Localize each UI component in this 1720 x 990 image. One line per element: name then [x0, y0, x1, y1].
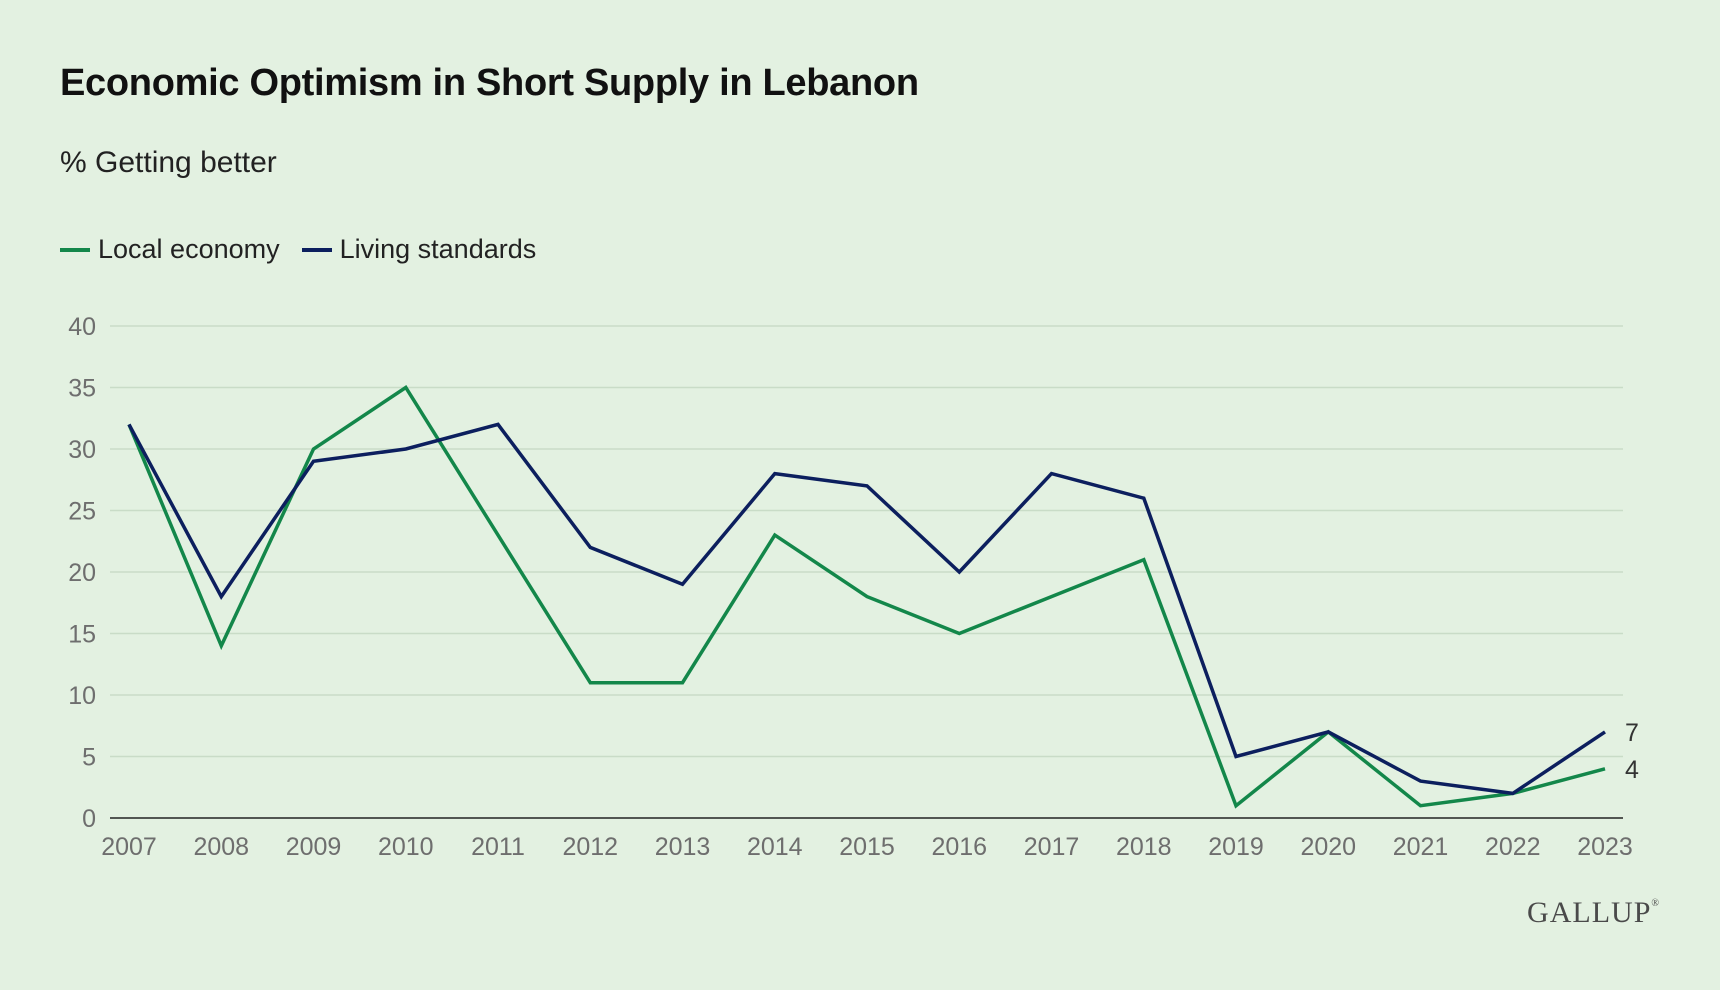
- x-tick-label-2019: 2019: [1208, 833, 1264, 861]
- y-tick-label-0: 0: [82, 805, 96, 833]
- x-tick-label-2023: 2023: [1577, 833, 1633, 861]
- y-tick-label-5: 5: [82, 744, 96, 772]
- x-tick-label-2015: 2015: [839, 833, 895, 861]
- x-tick-label-2012: 2012: [562, 833, 618, 861]
- y-tick-label-30: 30: [68, 436, 96, 464]
- y-tick-label-25: 25: [68, 498, 96, 526]
- chart-title: Economic Optimism in Short Supply in Leb…: [60, 62, 919, 104]
- x-tick-label-2018: 2018: [1116, 833, 1172, 861]
- x-tick-label-2017: 2017: [1024, 833, 1080, 861]
- x-tick-label-2010: 2010: [378, 833, 434, 861]
- y-tick-label-20: 20: [68, 559, 96, 587]
- x-tick-label-2008: 2008: [193, 833, 249, 861]
- legend-swatch-living-standards: [301, 247, 332, 252]
- x-tick-label-2022: 2022: [1485, 833, 1541, 861]
- gallup-logo-text: GALLUP: [1527, 896, 1652, 929]
- series-line-local-economy: [127, 385, 1606, 809]
- x-tick-label-2011: 2011: [471, 833, 525, 861]
- y-tick-label-10: 10: [68, 682, 96, 710]
- end-label-living-standards: 7: [1625, 719, 1639, 747]
- legend-item-local-economy: Local economy: [60, 234, 280, 265]
- registered-mark: ®: [1651, 898, 1660, 909]
- y-tick-label-15: 15: [68, 621, 96, 649]
- x-tick-label-2020: 2020: [1300, 833, 1356, 861]
- legend-label-local-economy: Local economy: [98, 234, 280, 264]
- legend-swatch-local-economy: [60, 247, 90, 252]
- legend-label-living-standards: Living standards: [339, 234, 537, 264]
- x-tick-label-2016: 2016: [931, 833, 987, 861]
- x-tick-label-2021: 2021: [1393, 833, 1449, 861]
- x-tick-label-2009: 2009: [286, 833, 342, 861]
- x-tick-label-2007: 2007: [101, 833, 157, 861]
- y-tick-label-35: 35: [68, 375, 96, 403]
- legend-item-living-standards: Living standards: [301, 234, 537, 265]
- end-label-local-economy: 4: [1625, 756, 1639, 784]
- y-tick-label-40: 40: [68, 313, 96, 341]
- chart-subtitle: % Getting better: [60, 146, 277, 179]
- gallup-logo: GALLUP®: [1527, 896, 1660, 930]
- chart-legend: Local economy Living standards: [60, 234, 558, 265]
- series-line-living-standards: [127, 422, 1606, 796]
- x-tick-label-2013: 2013: [655, 833, 711, 861]
- x-tick-label-2014: 2014: [747, 833, 803, 861]
